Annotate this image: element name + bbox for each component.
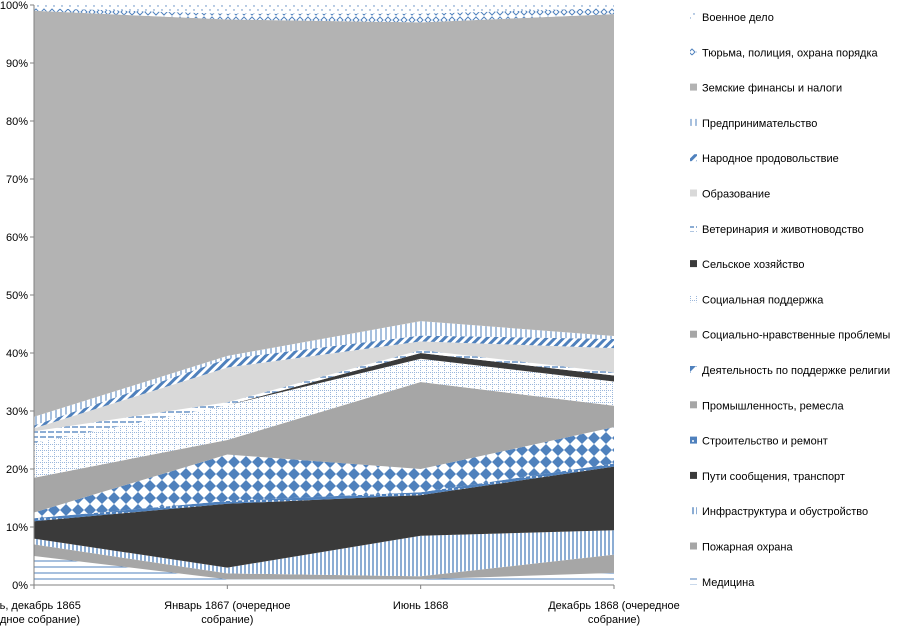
legend-swatch [690, 189, 697, 197]
legend-swatch [690, 436, 697, 444]
legend-label: Военное дело [702, 12, 774, 24]
legend-swatch [690, 154, 697, 162]
legend-swatch [690, 577, 697, 585]
y-tick-label: 60% [6, 232, 28, 244]
legend-label: Тюрьма, полиция, охрана порядка [702, 47, 879, 59]
y-tick-label: 50% [6, 290, 28, 302]
x-tick-label: Июнь 1868 [393, 600, 449, 612]
area-series-8 [34, 358, 614, 478]
x-tick-label: Январь 1867 (очередное собрание) [164, 600, 290, 626]
legend-label: Инфраструктура и обустройство [702, 506, 868, 518]
legend-label: Ветеринария и животноводство [702, 224, 864, 236]
y-tick-label: 90% [6, 58, 28, 70]
legend-swatch [690, 260, 697, 268]
y-tick-label: 20% [6, 464, 28, 476]
legend-swatch [690, 224, 697, 232]
x-tick-label: брь, декабрь 1865редное собрание) [0, 600, 81, 626]
legend-swatch [690, 118, 697, 126]
legend-swatch [690, 330, 697, 338]
x-tick-labels: брь, декабрь 1865редное собрание) Январь … [0, 585, 680, 626]
legend-label: Образование [702, 189, 770, 201]
y-tick-label: 0% [12, 580, 28, 592]
legend-label: Деятельность по поддержке религии [702, 365, 890, 377]
area-series-4 [34, 463, 614, 522]
x-tick-label: Декабрь 1868 (очередное собрание) [548, 600, 680, 626]
legend-label: Земские финансы и налоги [702, 83, 842, 95]
legend-swatch [690, 83, 697, 91]
legend-swatch [690, 13, 697, 20]
legend-label: Социальная поддержка [702, 294, 824, 306]
area-series-3 [34, 466, 614, 568]
legend-label: Социально-нравственные проблемы [702, 330, 890, 342]
legend-swatch [690, 542, 697, 550]
area-series-13 [34, 321, 614, 426]
y-tick-label: 100% [0, 0, 28, 12]
area-series-16 [34, 5, 614, 14]
legend-swatch [690, 48, 697, 56]
legend-label: Сельское хозяйство [702, 259, 804, 271]
legend-label: Строительство и ремонт [702, 436, 828, 448]
area-series-7 [34, 382, 614, 513]
y-tick-label: 30% [6, 406, 28, 418]
legend: Военное дело Тюрьма, полиция, охрана поря… [690, 12, 890, 589]
y-tick-label: 70% [6, 174, 28, 186]
area-series-group [34, 5, 614, 585]
area-series-0 [34, 556, 614, 585]
y-tick-label: 40% [6, 348, 28, 360]
legend-label: Пожарная охрана [702, 542, 794, 554]
area-series-12 [34, 335, 614, 429]
legend-label: Промышленность, ремесла [702, 400, 844, 412]
area-series-11 [34, 341, 614, 432]
area-series-2 [34, 530, 614, 577]
area-series-15 [34, 7, 614, 23]
legend-swatch [690, 471, 697, 479]
area-series-14 [34, 10, 614, 417]
y-tick-labels: 0% 10% 20% 30% 40% 50% 60% 70% 80% 90% 100% [0, 0, 34, 592]
legend-label: Пути сообщения, транспорт [702, 471, 845, 483]
legend-label: Предпринимательство [702, 118, 817, 130]
legend-swatch [690, 295, 697, 303]
y-tick-label: 80% [6, 116, 28, 128]
legend-label: Народное продовольствие [702, 153, 839, 165]
y-tick-label: 10% [6, 522, 28, 534]
legend-swatch [690, 507, 697, 515]
area-series-6 [34, 427, 614, 519]
area-series-1 [34, 544, 614, 580]
legend-swatch [690, 366, 697, 373]
legend-label: Медицина [702, 577, 755, 589]
legend-swatch [690, 401, 697, 409]
